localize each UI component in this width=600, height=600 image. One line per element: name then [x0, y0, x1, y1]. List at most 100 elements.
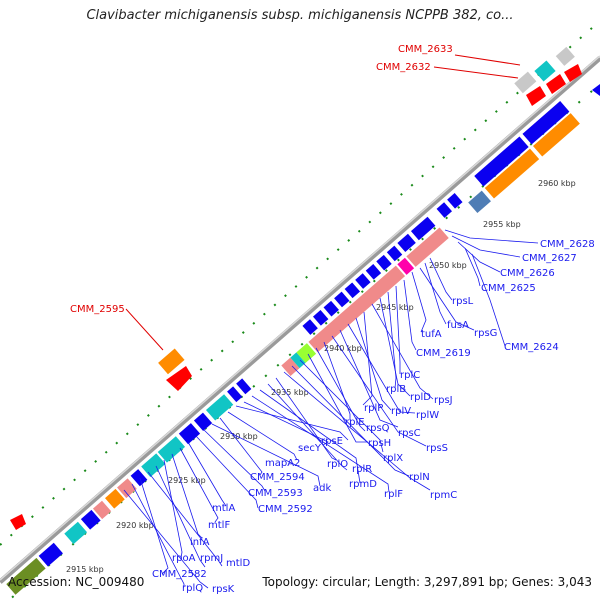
label-infa: infA [190, 537, 210, 548]
gene-forward-red [166, 366, 192, 391]
label-rplv: rplV [391, 406, 411, 417]
gene-pink-3 [281, 357, 300, 377]
label-rpoa: rpoA [172, 553, 196, 564]
label-cmm-2628: CMM_2628 [540, 239, 595, 250]
label-cmm-2619: CMM_2619 [416, 348, 471, 359]
gene-orange-3 [532, 113, 580, 157]
gene-magenta [397, 257, 415, 275]
gene-blue-11 [334, 291, 350, 308]
tick-label: 2950 kbp [429, 261, 467, 270]
label-rplp: rplP [364, 403, 383, 414]
tick-label: 2925 kbp [168, 476, 206, 485]
label-cmm-2625: CMM_2625 [481, 283, 536, 294]
gene-blue-20 [447, 193, 463, 209]
label-rpsl: rpsL [452, 296, 474, 307]
gene-pink-1 [92, 500, 112, 520]
genome-backbone [0, 56, 600, 584]
label-adk: adk [313, 483, 331, 494]
tick-label: 2960 kbp [538, 179, 576, 188]
label-mtld: mtlD [226, 558, 250, 569]
gene-blue-12 [344, 282, 361, 299]
tick-label: 2935 kbp [271, 388, 309, 397]
label-rpsk: rpsK [212, 584, 235, 595]
tick-label: 2940 kbp [324, 344, 362, 353]
gene-blue-1 [38, 542, 63, 567]
gene-forward-red-4 [546, 74, 566, 94]
label-tufa: tufA [421, 329, 442, 340]
label-mtlf: mtlF [208, 520, 230, 531]
label-cmm-2633: CMM_2633 [398, 44, 453, 55]
label-rpsq: rpsQ [366, 423, 390, 434]
gene-blue-2 [80, 509, 101, 530]
gene-pink-2 [117, 478, 137, 499]
gene-blue-3 [130, 469, 148, 487]
label-cmm-2593: CMM_2593 [248, 488, 303, 499]
label-fusa: fusA [447, 320, 469, 331]
label-secy: secY [298, 443, 322, 454]
label-rplq: rplQ [182, 583, 203, 594]
gene-blue-4 [178, 423, 201, 445]
label-rplx: rplX [383, 453, 403, 464]
label-rplw: rplW [416, 410, 439, 421]
label-rpmj: rpmJ [200, 553, 223, 564]
kbp-ticks: 2915 kbp 2920 kbp 2925 kbp 2930 kbp 2935… [66, 179, 576, 574]
tick-label: 2915 kbp [66, 565, 104, 574]
tick-label: 2955 kbp [483, 220, 521, 229]
label-rpln: rplN [409, 472, 430, 483]
label-cmm-2624: CMM_2624 [504, 342, 559, 353]
gene-blue-5 [193, 412, 213, 432]
gene-blue-7 [236, 378, 252, 395]
gene-orange-1 [105, 488, 125, 509]
label-rpmc: rpmC [430, 490, 457, 501]
gene-cyan-2 [141, 453, 166, 478]
genome-title: Clavibacter michiganensis subsp. michiga… [86, 8, 514, 23]
reverse-gene-track [6, 101, 580, 595]
gene-cmm-2632 [514, 71, 537, 94]
label-rplr: rplR [352, 464, 372, 475]
label-rpse: rpsE [321, 436, 343, 447]
red-label-connectors [125, 54, 521, 351]
gene-blue-10 [323, 300, 339, 317]
gene-blue-14 [365, 264, 382, 280]
gene-orange-2 [484, 148, 540, 199]
blue-label-connectors [123, 229, 539, 589]
tick-label: 2920 kbp [116, 521, 154, 530]
gene-blue-9 [312, 310, 329, 326]
gene-steel [468, 190, 491, 214]
gene-cyan-3 [157, 436, 186, 463]
gene-blue-22 [522, 101, 570, 145]
label-cmm-2632: CMM_2632 [376, 62, 431, 73]
label-rpld: rplD [410, 392, 431, 403]
gene-blue-21 [474, 136, 529, 187]
label-rpsh: rpsH [368, 438, 391, 449]
gene-olive [6, 557, 46, 595]
gene-blue-19 [436, 202, 452, 218]
gene-forward-red-2 [10, 514, 26, 530]
label-rple: rplE [345, 417, 365, 428]
gene-blue-17 [397, 233, 416, 253]
label-rplb: rplB [386, 384, 406, 395]
gene-blue-13 [355, 273, 371, 289]
tick-label: 2945 kbp [376, 303, 414, 312]
gene-cyan-5 [290, 352, 306, 369]
red-labels: CMM_2633 CMM_2632 CMM_2595 [70, 44, 453, 315]
label-cmm-2626: CMM_2626 [500, 268, 555, 279]
gene-blue-15 [376, 254, 392, 271]
gene-blue-16 [386, 245, 403, 262]
gene-cyan-4 [205, 394, 234, 421]
genome-summary-text: Topology: circular; Length: 3,297,891 bp… [262, 575, 592, 589]
gene-cmm-2633 [534, 60, 556, 82]
gene-forward-blue-top [592, 84, 600, 96]
label-rpsj: rpsJ [434, 395, 453, 406]
gene-cmm-2595 [158, 348, 185, 375]
label-cmm-2582: CMM_2582 [152, 569, 207, 580]
label-rpmd: rpmD [349, 479, 377, 490]
label-rplc: rplC [400, 370, 420, 381]
gene-cyan-1 [64, 521, 88, 545]
gene-gray-top [555, 46, 575, 66]
gene-forward-red-5 [564, 64, 582, 82]
label-rpsc: rpsC [398, 428, 421, 439]
label-cmm-2595: CMM_2595 [70, 304, 125, 315]
gene-ribosomal-pink [308, 265, 406, 353]
